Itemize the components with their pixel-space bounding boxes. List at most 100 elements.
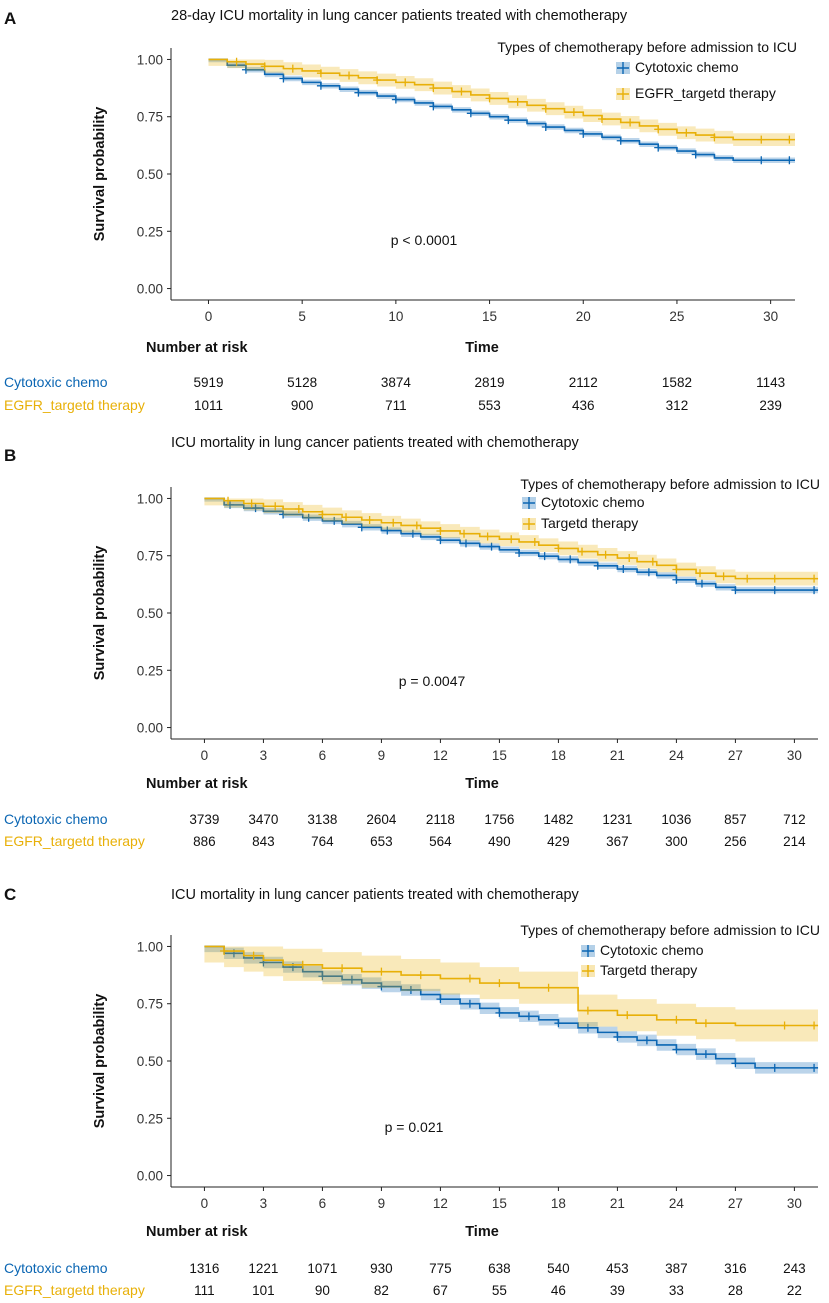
x-tick-label: 12	[433, 1196, 448, 1211]
x-tick-label: 3	[260, 1196, 268, 1211]
censor-mark	[770, 586, 779, 595]
y-tick-label: 0.50	[137, 606, 163, 621]
legend-title: Types of chemotherapy before admission t…	[520, 476, 820, 492]
censor-mark	[495, 979, 504, 988]
censor-mark	[504, 116, 513, 125]
y-tick-label: 1.00	[137, 52, 163, 67]
legend-label-targeted: Targetd therapy	[541, 515, 638, 531]
censor-mark	[697, 579, 706, 588]
censor-mark	[483, 532, 492, 541]
legend-marker-cytotoxic	[617, 62, 629, 74]
censor-mark	[810, 586, 819, 595]
censor-mark	[672, 1045, 681, 1054]
x-tick-label: 0	[201, 1196, 209, 1211]
risk-count: 638	[488, 1261, 511, 1276]
censor-mark	[316, 69, 325, 78]
risk-count: 101	[252, 1283, 275, 1298]
legend-label-cytotoxic: Cytotoxic chemo	[541, 494, 645, 510]
censor-mark	[530, 537, 539, 546]
series-cytotoxic	[208, 58, 795, 165]
risk-count: 1582	[662, 375, 692, 390]
x-tick-label: 12	[433, 748, 448, 763]
censor-mark	[515, 548, 524, 557]
risk-count: 243	[783, 1261, 806, 1276]
series-targeted	[208, 57, 795, 147]
risk-count: 1756	[484, 812, 514, 827]
censor-mark	[701, 1019, 710, 1028]
x-tick-label: 20	[576, 309, 591, 324]
censor-mark	[347, 975, 356, 984]
risk-count: 239	[759, 398, 782, 413]
legend-marker-cytotoxic	[582, 945, 594, 957]
y-tick-label: 0.00	[137, 1169, 163, 1184]
ci-band	[208, 59, 795, 147]
risk-count: 22	[787, 1283, 802, 1298]
censor-mark	[251, 504, 260, 513]
censor-mark	[583, 1006, 592, 1015]
censor-mark	[377, 982, 386, 991]
risk-count: 1231	[602, 812, 632, 827]
censor-mark	[524, 1012, 533, 1021]
censor-mark	[731, 1059, 740, 1068]
censor-mark	[485, 94, 494, 103]
censor-mark	[260, 62, 269, 71]
y-tick-label: 1.00	[137, 939, 163, 954]
x-axis-label: Time	[465, 340, 499, 356]
censor-mark	[406, 985, 415, 994]
risk-row-label-targeted: EGFR_targetd therapy	[4, 397, 145, 413]
censor-mark	[495, 1008, 504, 1017]
panel-b: B ICU mortality in lung cancer patients t…	[4, 435, 820, 849]
censor-mark	[460, 529, 469, 538]
risk-count: 653	[370, 834, 393, 849]
censor-mark	[345, 71, 354, 80]
x-tick-label: 15	[492, 748, 507, 763]
risk-count: 367	[606, 834, 629, 849]
censor-mark	[616, 136, 625, 145]
y-tick-label: 0.50	[137, 167, 163, 182]
risk-row-label-cytotoxic: Cytotoxic chemo	[4, 811, 108, 827]
censor-mark	[389, 518, 398, 527]
ci-band	[204, 946, 818, 1074]
x-tick-label: 15	[492, 1196, 507, 1211]
censor-mark	[271, 502, 280, 511]
risk-count: 90	[315, 1283, 330, 1298]
y-tick-label: 0.50	[137, 1054, 163, 1069]
censor-mark	[554, 544, 563, 553]
censor-mark	[672, 575, 681, 584]
p-value: p < 0.0001	[391, 232, 458, 248]
chart-title: 28-day ICU mortality in lung cancer pati…	[171, 8, 628, 24]
risk-count: 900	[291, 398, 314, 413]
y-tick-label: 0.75	[137, 549, 163, 564]
risk-count: 46	[551, 1283, 566, 1298]
censor-mark	[785, 156, 794, 165]
censor-mark	[625, 554, 634, 563]
censor-mark	[465, 999, 474, 1008]
censor-mark	[232, 57, 241, 66]
legend-label-targeted: Targetd therapy	[600, 962, 697, 978]
risk-count: 1036	[661, 812, 691, 827]
risk-count: 886	[193, 834, 216, 849]
risk-count: 387	[665, 1261, 688, 1276]
risk-count: 764	[311, 834, 334, 849]
x-tick-label: 27	[728, 1196, 743, 1211]
censor-mark	[626, 118, 635, 127]
risk-count: 3138	[307, 812, 337, 827]
censor-mark	[770, 574, 779, 583]
risk-count: 2604	[366, 812, 397, 827]
censor-mark	[780, 1021, 789, 1030]
risk-count: 33	[669, 1283, 684, 1298]
x-tick-label: 25	[669, 309, 684, 324]
risk-count: 67	[433, 1283, 448, 1298]
censor-mark	[578, 547, 587, 556]
legend-label-cytotoxic: Cytotoxic chemo	[635, 59, 739, 75]
censor-mark	[357, 523, 366, 532]
risk-count: 1143	[756, 375, 785, 390]
panel-letter: C	[4, 885, 16, 904]
censor-mark	[544, 983, 553, 992]
x-tick-label: 30	[763, 309, 778, 324]
censor-mark	[566, 555, 575, 564]
y-axis-label: Survival probability	[92, 546, 108, 681]
risk-count: 843	[252, 834, 275, 849]
survival-curve	[204, 497, 818, 591]
panel-letter: A	[4, 9, 16, 28]
